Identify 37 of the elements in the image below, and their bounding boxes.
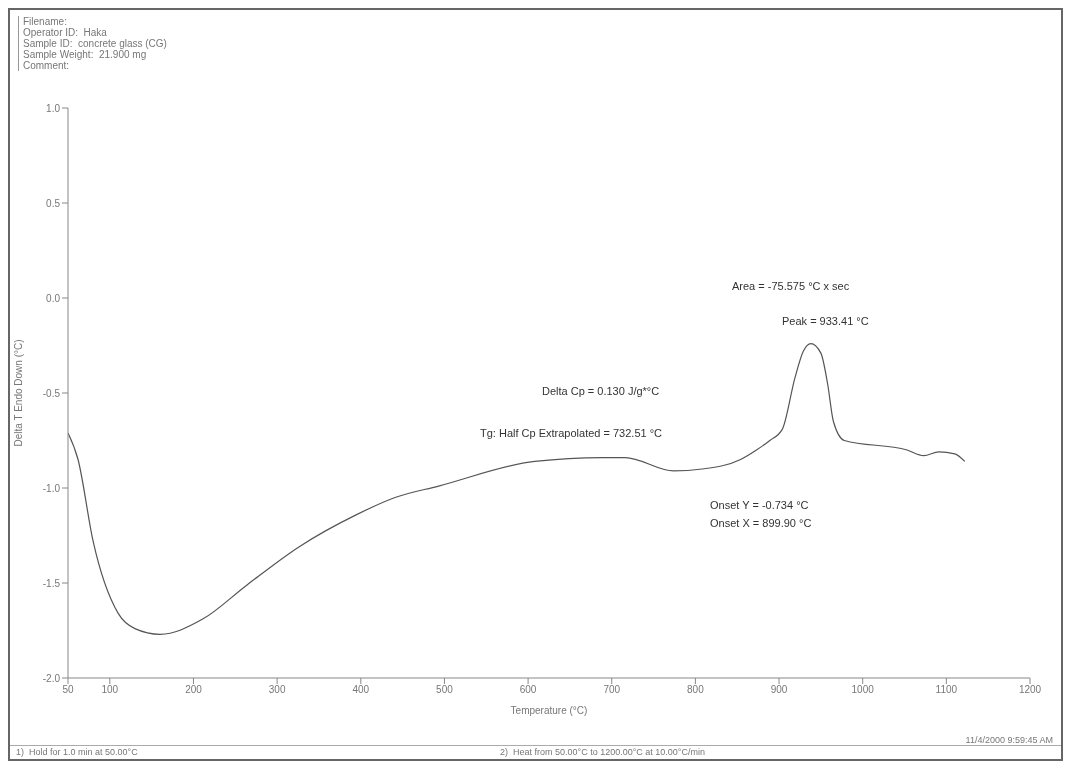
text: 2) Heat from 50.00°C to 1200.00°C at 10.00°C/min — [500, 747, 705, 757]
y-tick-label: -0.5 — [42, 387, 61, 399]
y-tick-label: -1.5 — [42, 577, 61, 589]
x-tick-label: 1200 — [1018, 684, 1042, 696]
y-tick-label: 0.0 — [46, 292, 61, 304]
y-tick-label: -1.0 — [42, 482, 61, 494]
annotation: Onset X = 899.90 °C — [710, 517, 812, 529]
annotation: Onset Y = -0.734 °C — [710, 499, 809, 511]
text: Filename: — [23, 16, 68, 27]
line-series — [68, 343, 966, 635]
annotation: Area = -75.575 °C x sec — [732, 280, 850, 292]
x-tick-label: 100 — [101, 684, 119, 696]
text: Sample Weight: 21.900 mg — [23, 49, 148, 60]
x-tick-label: 200 — [185, 684, 203, 696]
x-tick-label: 300 — [268, 684, 286, 696]
text: Operator ID: Haka — [23, 27, 107, 38]
text: Comment: — [23, 60, 70, 71]
text: 1) Hold for 1.0 min at 50.00°C — [16, 747, 138, 757]
annotation: Peak = 933.41 °C — [782, 315, 869, 327]
x-tick-label: 800 — [687, 684, 705, 696]
text: 11/4/2000 9:59:45 AM — [965, 735, 1053, 745]
text: Sample ID: concrete glass (CG) — [23, 38, 167, 49]
x-tick-label: 1000 — [851, 684, 875, 696]
x-tick-label: 700 — [603, 684, 621, 696]
y-tick-label: -2.0 — [42, 672, 61, 684]
x-axis-title: Temperature (°C) — [510, 705, 588, 716]
x-tick-label: 400 — [352, 684, 370, 696]
x-tick-label: 1100 — [935, 684, 958, 696]
y-axis-title: Delta T Endo Down (°C) — [12, 339, 24, 447]
x-tick-label: 600 — [519, 684, 537, 696]
annotation: Tg: Half Cp Extrapolated = 732.51 °C — [480, 427, 663, 439]
x-tick-label: 500 — [436, 684, 454, 696]
x-tick-label: 900 — [770, 684, 788, 696]
y-tick-label: 0.5 — [46, 197, 61, 209]
annotation: Delta Cp = 0.130 J/g*°C — [542, 385, 660, 397]
x-tick-label: 50 — [62, 684, 74, 696]
y-tick-label: 1.0 — [46, 102, 61, 114]
